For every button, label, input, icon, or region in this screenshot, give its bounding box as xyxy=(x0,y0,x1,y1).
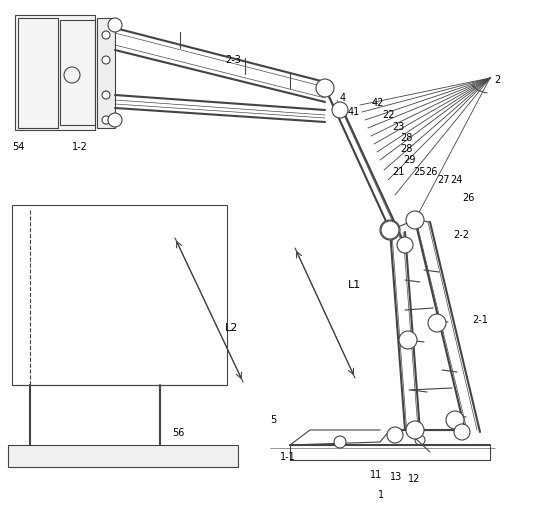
Circle shape xyxy=(387,427,403,443)
Circle shape xyxy=(380,220,400,240)
Text: 42: 42 xyxy=(372,98,384,108)
Text: L2: L2 xyxy=(225,323,238,333)
Circle shape xyxy=(102,56,110,64)
Circle shape xyxy=(406,421,424,439)
Circle shape xyxy=(102,116,110,124)
Circle shape xyxy=(108,113,122,127)
Text: 1-1: 1-1 xyxy=(280,452,296,462)
Text: 2: 2 xyxy=(494,75,500,85)
Text: 41: 41 xyxy=(348,107,360,117)
Circle shape xyxy=(397,237,413,253)
Bar xyxy=(15,15,95,130)
Text: 2-2: 2-2 xyxy=(453,230,469,240)
Text: 54: 54 xyxy=(12,142,25,152)
Text: 13: 13 xyxy=(390,472,402,482)
Text: 27: 27 xyxy=(437,175,449,185)
Circle shape xyxy=(454,424,470,440)
Text: 12: 12 xyxy=(408,474,421,484)
Text: 11: 11 xyxy=(370,470,382,480)
Circle shape xyxy=(334,436,346,448)
Text: 25: 25 xyxy=(413,167,425,177)
Bar xyxy=(60,20,95,125)
Circle shape xyxy=(428,314,446,332)
Text: 26: 26 xyxy=(462,193,474,203)
Circle shape xyxy=(406,211,424,229)
Text: 26: 26 xyxy=(425,167,438,177)
Text: L1: L1 xyxy=(348,280,361,290)
Bar xyxy=(97,18,115,128)
Bar xyxy=(18,18,58,128)
Bar xyxy=(8,445,238,467)
Text: 28: 28 xyxy=(400,144,413,154)
Circle shape xyxy=(102,91,110,99)
Text: 28: 28 xyxy=(400,133,413,143)
Text: 1: 1 xyxy=(378,490,384,500)
Circle shape xyxy=(102,31,110,39)
Text: 2-3: 2-3 xyxy=(225,55,241,65)
Text: 21: 21 xyxy=(392,167,405,177)
Circle shape xyxy=(381,221,399,239)
Text: 29: 29 xyxy=(403,155,415,165)
Circle shape xyxy=(316,79,334,97)
Text: 5: 5 xyxy=(270,415,276,425)
Circle shape xyxy=(446,411,464,429)
Text: 24: 24 xyxy=(450,175,462,185)
Circle shape xyxy=(332,102,348,118)
Text: 56: 56 xyxy=(172,428,184,438)
Text: 22: 22 xyxy=(382,110,394,120)
Circle shape xyxy=(399,331,417,349)
Text: 23: 23 xyxy=(392,122,405,132)
Text: 4: 4 xyxy=(340,93,346,103)
Text: 2-1: 2-1 xyxy=(472,315,488,325)
Text: 1-2: 1-2 xyxy=(72,142,88,152)
Circle shape xyxy=(108,18,122,32)
Bar xyxy=(12,205,227,385)
